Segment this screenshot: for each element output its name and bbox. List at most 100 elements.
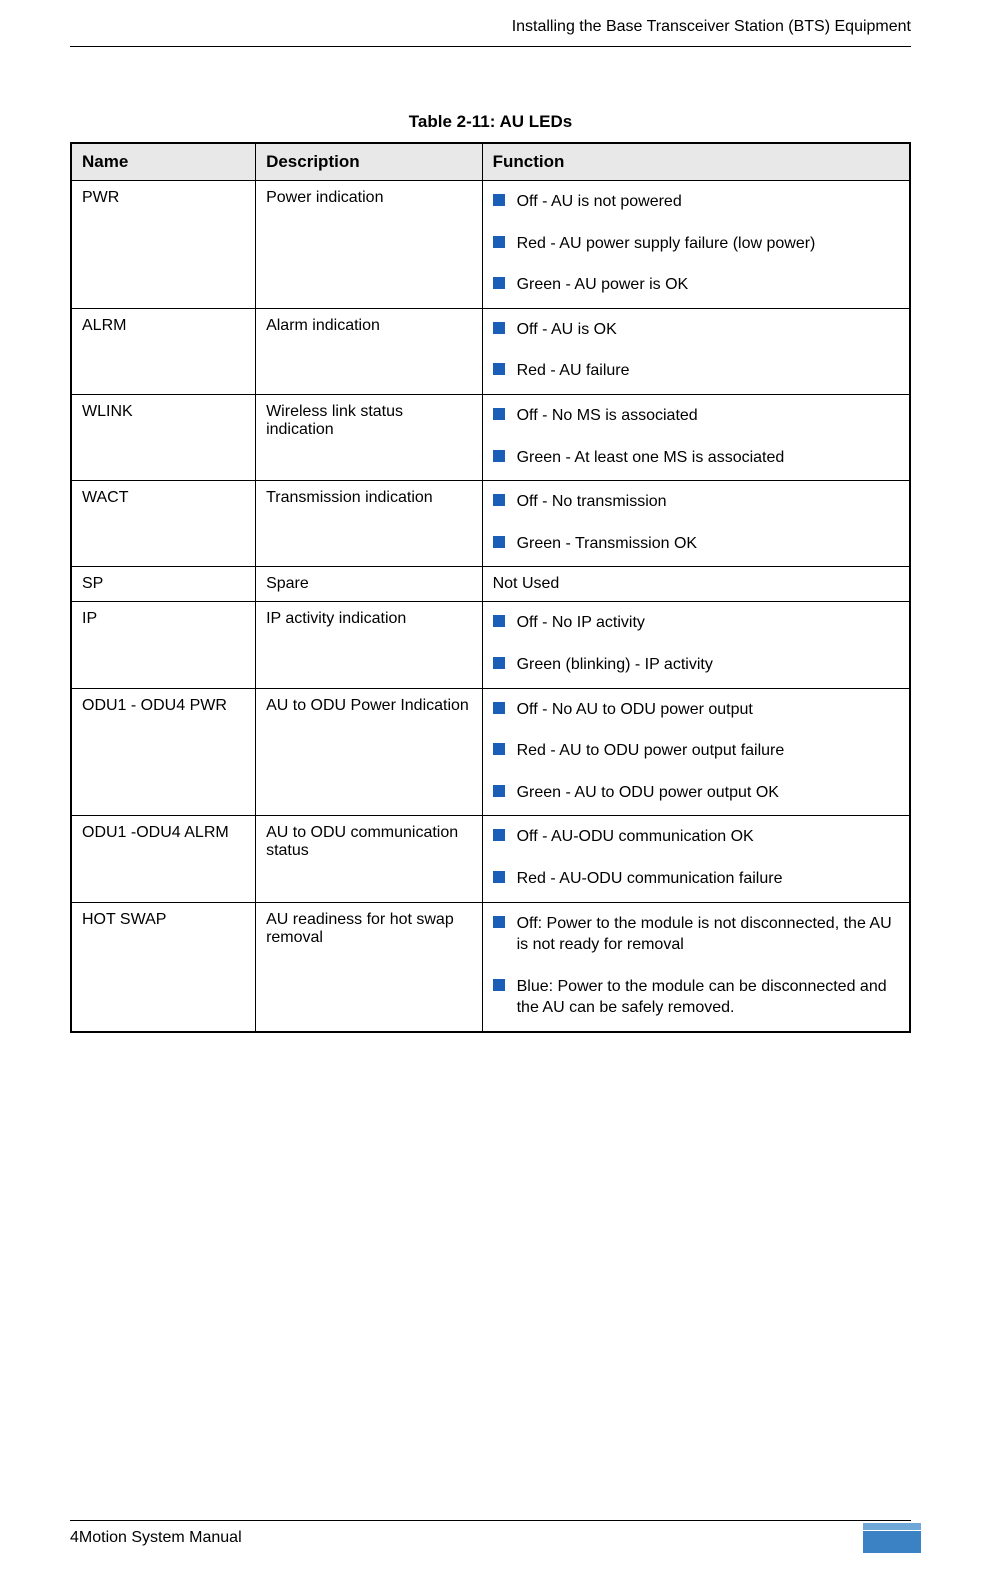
column-header-description: Description	[256, 143, 483, 181]
function-list: Off - No MS is associated Green - At leas…	[493, 405, 899, 468]
cell-function: Off - No IP activity Green (blinking) - I…	[482, 602, 910, 688]
square-bullet-icon	[493, 615, 505, 627]
cell-description: Spare	[256, 567, 483, 602]
cell-function: Off: Power to the module is not disconne…	[482, 902, 910, 1032]
function-list: Off - No IP activity Green (blinking) - I…	[493, 612, 899, 675]
function-list-item: Red - AU-ODU communication failure	[493, 868, 899, 890]
cell-function: Off - No MS is associated Green - At leas…	[482, 394, 910, 480]
cell-function: Off - No AU to ODU power output Red - AU …	[482, 688, 910, 816]
function-list-item: Green - At least one MS is associated	[493, 447, 899, 469]
cell-name: ODU1 -ODU4 ALRM	[71, 816, 256, 902]
function-list-item: Blue: Power to the module can be disconn…	[493, 976, 899, 1019]
cell-name: PWR	[71, 181, 256, 309]
square-bullet-icon	[493, 536, 505, 548]
function-list-item: Off - No MS is associated	[493, 405, 899, 427]
cell-name: WACT	[71, 481, 256, 567]
function-list: Off - AU-ODU communication OK Red - AU-OD…	[493, 826, 899, 889]
square-bullet-icon	[493, 322, 505, 334]
cell-name: HOT SWAP	[71, 902, 256, 1032]
function-list-item: Red - AU to ODU power output failure	[493, 740, 899, 762]
function-item-text: Green - Transmission OK	[517, 533, 899, 555]
square-bullet-icon	[493, 450, 505, 462]
cell-description: AU to ODU communication status	[256, 816, 483, 902]
square-bullet-icon	[493, 236, 505, 248]
footer-accent-bar	[863, 1531, 921, 1553]
function-list-item: Off - AU is OK	[493, 319, 899, 341]
function-item-text: Green - At least one MS is associated	[517, 447, 899, 469]
function-item-text: Red - AU to ODU power output failure	[517, 740, 899, 762]
table-row: ODU1 -ODU4 ALRMAU to ODU communication s…	[71, 816, 910, 902]
table-header-row: Name Description Function	[71, 143, 910, 181]
function-item-text: Off - AU-ODU communication OK	[517, 826, 899, 848]
cell-description: Alarm indication	[256, 308, 483, 394]
cell-function: Off - AU-ODU communication OK Red - AU-OD…	[482, 816, 910, 902]
function-item-text: Green (blinking) - IP activity	[517, 654, 899, 676]
cell-name: WLINK	[71, 394, 256, 480]
square-bullet-icon	[493, 829, 505, 841]
cell-name: SP	[71, 567, 256, 602]
au-leds-table: Name Description Function PWRPower indic…	[70, 142, 911, 1033]
function-item-text: Green - AU power is OK	[517, 274, 899, 296]
function-list-item: Off - AU is not powered	[493, 191, 899, 213]
square-bullet-icon	[493, 277, 505, 289]
page-footer: 4Motion System Manual 73	[70, 1520, 911, 1547]
cell-name: IP	[71, 602, 256, 688]
cell-description: IP activity indication	[256, 602, 483, 688]
function-item-text: Off - No AU to ODU power output	[517, 699, 899, 721]
table-row: SPSpareNot Used	[71, 567, 910, 602]
function-item-text: Red - AU failure	[517, 360, 899, 382]
square-bullet-icon	[493, 871, 505, 883]
function-item-text: Off - No transmission	[517, 491, 899, 513]
column-header-function: Function	[482, 143, 910, 181]
cell-description: AU readiness for hot swap removal	[256, 902, 483, 1032]
function-list-item: Off - No AU to ODU power output	[493, 699, 899, 721]
cell-name: ODU1 - ODU4 PWR	[71, 688, 256, 816]
function-list: Off - AU is not powered Red - AU power su…	[493, 191, 899, 296]
square-bullet-icon	[493, 743, 505, 755]
cell-description: AU to ODU Power Indication	[256, 688, 483, 816]
table-row: HOT SWAPAU readiness for hot swap remova…	[71, 902, 910, 1032]
table-row: WACTTransmission indicationOff - No tran…	[71, 481, 910, 567]
square-bullet-icon	[493, 702, 505, 714]
square-bullet-icon	[493, 363, 505, 375]
function-item-text: Red - AU power supply failure (low power…	[517, 233, 899, 255]
function-item-text: Blue: Power to the module can be disconn…	[517, 976, 899, 1019]
square-bullet-icon	[493, 194, 505, 206]
cell-description: Power indication	[256, 181, 483, 309]
function-list: Off: Power to the module is not disconne…	[493, 913, 899, 1019]
square-bullet-icon	[493, 916, 505, 928]
function-item-text: Off: Power to the module is not disconne…	[517, 913, 899, 956]
table-row: ODU1 - ODU4 PWRAU to ODU Power Indicatio…	[71, 688, 910, 816]
square-bullet-icon	[493, 979, 505, 991]
function-list-item: Off: Power to the module is not disconne…	[493, 913, 899, 956]
function-list-item: Off - No IP activity	[493, 612, 899, 634]
cell-function: Off - AU is not powered Red - AU power su…	[482, 181, 910, 309]
cell-description: Transmission indication	[256, 481, 483, 567]
table-caption: Table 2-11: AU LEDs	[70, 112, 911, 132]
function-item-text: Off - No MS is associated	[517, 405, 899, 427]
function-list-item: Off - No transmission	[493, 491, 899, 513]
function-list-item: Off - AU-ODU communication OK	[493, 826, 899, 848]
function-item-text: Red - AU-ODU communication failure	[517, 868, 899, 890]
section-title: Installing the Base Transceiver Station …	[512, 18, 911, 35]
function-item-text: Green - AU to ODU power output OK	[517, 782, 899, 804]
footer-accent-bar-2	[863, 1523, 921, 1530]
function-list-item: Green - AU power is OK	[493, 274, 899, 296]
function-list: Off - AU is OK Red - AU failure	[493, 319, 899, 382]
function-list-item: Red - AU power supply failure (low power…	[493, 233, 899, 255]
page-header: Installing the Base Transceiver Station …	[70, 18, 911, 47]
table-row: IPIP activity indicationOff - No IP acti…	[71, 602, 910, 688]
square-bullet-icon	[493, 657, 505, 669]
square-bullet-icon	[493, 494, 505, 506]
table-row: WLINKWireless link status indicationOff …	[71, 394, 910, 480]
cell-function: Not Used	[482, 567, 910, 602]
table-row: PWRPower indicationOff - AU is not power…	[71, 181, 910, 309]
function-list-item: Green (blinking) - IP activity	[493, 654, 899, 676]
cell-description: Wireless link status indication	[256, 394, 483, 480]
cell-function: Off - No transmission Green - Transmissio…	[482, 481, 910, 567]
square-bullet-icon	[493, 408, 505, 420]
footer-manual-name: 4Motion System Manual	[70, 1529, 242, 1547]
column-header-name: Name	[71, 143, 256, 181]
cell-function: Off - AU is OK Red - AU failure	[482, 308, 910, 394]
function-list: Off - No transmission Green - Transmissio…	[493, 491, 899, 554]
